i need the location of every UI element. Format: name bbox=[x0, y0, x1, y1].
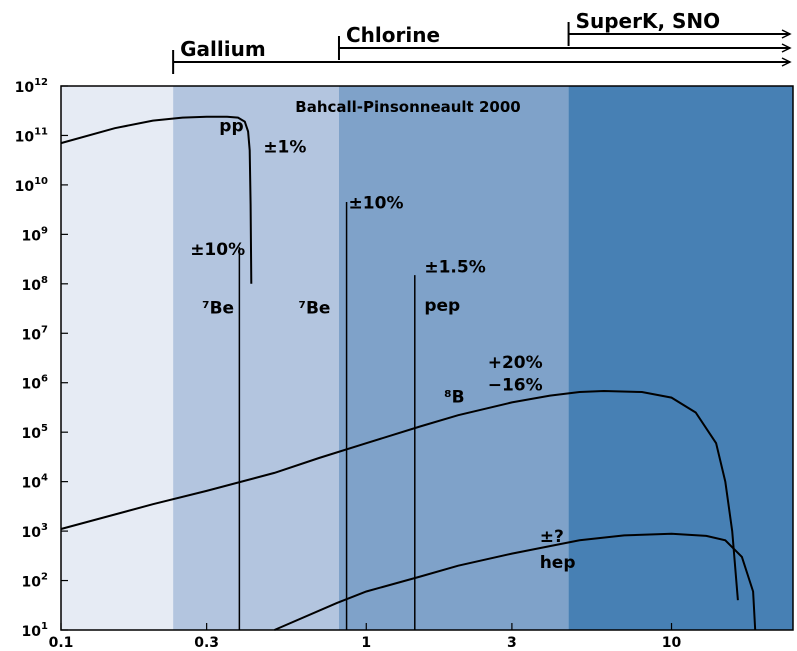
plot-frame bbox=[60, 85, 794, 631]
y-tick-label-9: 109 bbox=[22, 225, 48, 244]
spectrum-curves bbox=[60, 115, 757, 631]
y-axis-ticks: 101 102 103 104 105 106 107 108 109 1010 1011 1012 bbox=[15, 77, 68, 640]
annotation-hep-err: ±? bbox=[540, 527, 564, 547]
y-tick-label-5: 105 bbox=[22, 423, 48, 442]
annotation-be7-high-err: ±10% bbox=[349, 194, 404, 214]
annotation-be7-low-err: ±10% bbox=[190, 240, 245, 260]
detector-gallium-label: Gallium bbox=[180, 37, 266, 61]
energy-band-3 bbox=[338, 86, 569, 630]
detector-gallium-arrowhead bbox=[781, 57, 792, 67]
y-tick-label-6: 106 bbox=[22, 374, 48, 393]
energy-band-2 bbox=[173, 86, 339, 630]
detector-chlorine-label: Chlorine bbox=[346, 23, 440, 47]
x-axis-ticks: 0.1 0.3 1 3 10 bbox=[49, 623, 682, 651]
annotation-be7-high-label: ⁷Be bbox=[299, 299, 331, 319]
y-tick-label-11: 1011 bbox=[15, 126, 48, 145]
line-sources bbox=[238, 202, 416, 630]
annotation-b8-label: ⁸B bbox=[444, 387, 464, 407]
annotations: pp ±1% ±10% ⁷Be ⁷Be ±10% ±1.5% pep +20%−16% ⁸B ±? h… bbox=[190, 117, 575, 573]
y-tick-label-10: 1010 bbox=[15, 176, 48, 195]
annotation-pep-err: ±1.5% bbox=[424, 257, 485, 277]
detector-thresholds: Gallium Chlorine SuperK, SNO bbox=[172, 9, 792, 74]
annotation-be7-low-label: ⁷Be bbox=[202, 299, 234, 319]
y-tick-label-2: 102 bbox=[22, 572, 48, 591]
annotation-pp-label: pp bbox=[219, 117, 243, 137]
annotation-b8-err-minus: −16% bbox=[488, 375, 543, 395]
x-tick-label-10: 10 bbox=[662, 635, 682, 651]
y-tick-label-4: 104 bbox=[22, 473, 48, 492]
detector-chlorine-arrowhead bbox=[781, 43, 792, 53]
y-tick-label-1: 101 bbox=[22, 621, 48, 640]
y-tick-label-7: 107 bbox=[22, 324, 48, 343]
x-tick-label-0-3: 0.3 bbox=[194, 635, 219, 651]
series-hep-curve bbox=[274, 532, 757, 631]
energy-bands bbox=[61, 86, 793, 630]
detector-superk-sno-arrowhead bbox=[781, 29, 792, 39]
series-pp-curve bbox=[60, 115, 253, 284]
series-8b-curve bbox=[60, 389, 739, 601]
x-tick-label-1: 1 bbox=[361, 635, 371, 651]
x-tick-label-3: 3 bbox=[507, 635, 517, 651]
detector-superk-sno-label: SuperK, SNO bbox=[576, 9, 721, 33]
annotation-pep-label: pep bbox=[424, 296, 460, 316]
y-tick-label-8: 108 bbox=[22, 275, 48, 294]
x-tick-label-0-1: 0.1 bbox=[49, 635, 74, 651]
y-tick-label-12: 1012 bbox=[15, 77, 48, 96]
energy-band-4 bbox=[568, 86, 793, 630]
annotation-pp-err: ±1% bbox=[263, 138, 306, 158]
annotation-b8-err-plus: +20% bbox=[488, 353, 543, 373]
y-tick-label-3: 103 bbox=[22, 522, 48, 541]
annotation-hep-label: hep bbox=[540, 553, 576, 573]
chart-title: Bahcall-Pinsonneault 2000 bbox=[295, 98, 520, 116]
energy-band-1 bbox=[61, 86, 174, 630]
